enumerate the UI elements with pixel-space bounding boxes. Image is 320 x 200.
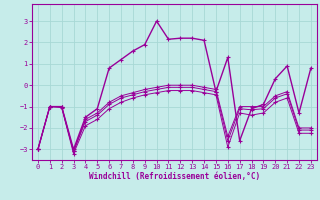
X-axis label: Windchill (Refroidissement éolien,°C): Windchill (Refroidissement éolien,°C) [89,172,260,181]
